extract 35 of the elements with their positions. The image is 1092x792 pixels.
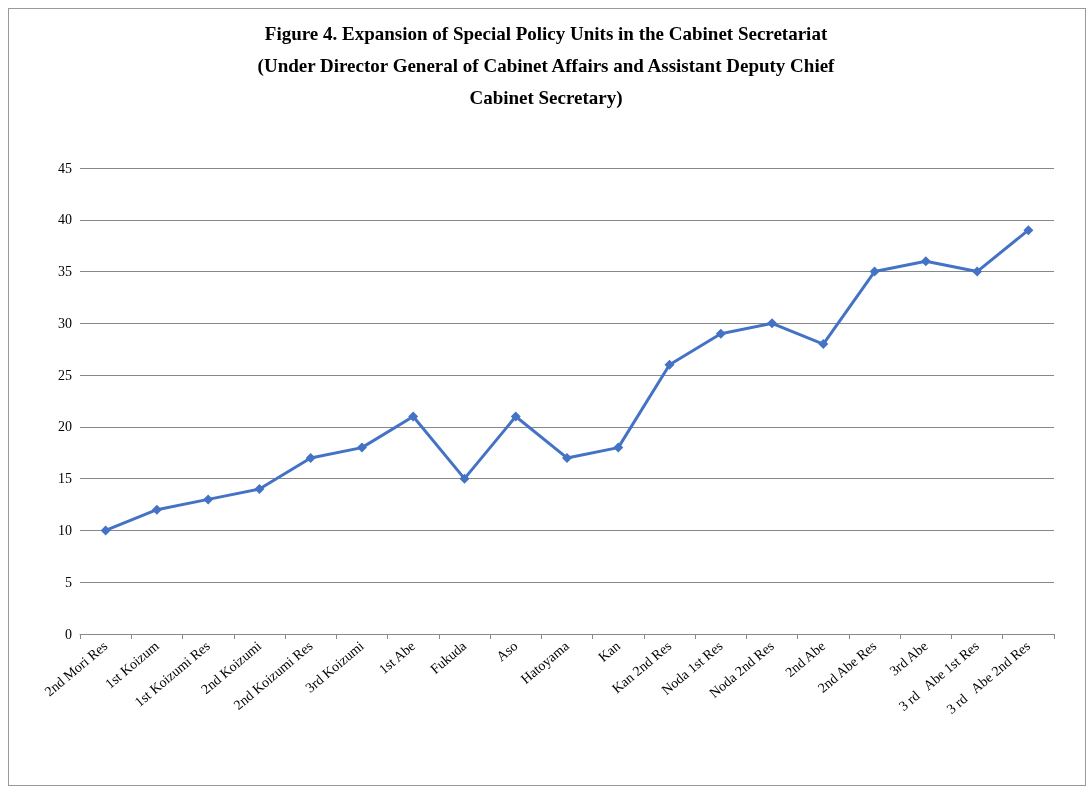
point — [869, 266, 880, 277]
point — [408, 411, 419, 422]
y-tick-label: 10 — [58, 522, 72, 538]
point — [203, 494, 214, 505]
y-tick-label: 45 — [58, 160, 72, 176]
point — [151, 504, 162, 515]
x-tick-label: 3rd Abe — [886, 638, 931, 679]
x-tick-label: 1st Abe — [375, 638, 419, 677]
y-tick-label: 40 — [58, 212, 72, 228]
point — [562, 452, 572, 463]
point — [920, 256, 931, 267]
point — [254, 484, 265, 495]
x-tick-label: Aso — [493, 638, 521, 665]
x-tick-label: 2nd Abe — [782, 638, 829, 680]
point — [510, 411, 521, 422]
point — [459, 473, 470, 484]
point — [818, 339, 829, 350]
point — [1023, 225, 1034, 236]
point — [305, 452, 316, 463]
y-tick-label: 35 — [58, 264, 72, 280]
chart-title: Figure 4. Expansion of Special Policy Units in the Cabinet Secretariat (Under Director General of Cabinet Affairs and Assistant Deputy Chief Cabinet Secretary) — [257, 22, 836, 109]
point — [664, 359, 675, 370]
x-tick-label: Kan — [595, 638, 624, 665]
point — [100, 525, 111, 536]
point — [715, 328, 726, 339]
point — [767, 318, 778, 329]
point — [356, 442, 367, 453]
y-tick-label: 0 — [65, 626, 72, 642]
y-tick-label: 25 — [58, 367, 72, 383]
y-tick-label: 15 — [58, 471, 72, 487]
y-tick-label: 5 — [65, 574, 72, 590]
y-tick-label: 20 — [58, 419, 72, 435]
point — [613, 442, 624, 453]
y-tick-label: 30 — [58, 315, 72, 331]
point — [972, 266, 983, 277]
